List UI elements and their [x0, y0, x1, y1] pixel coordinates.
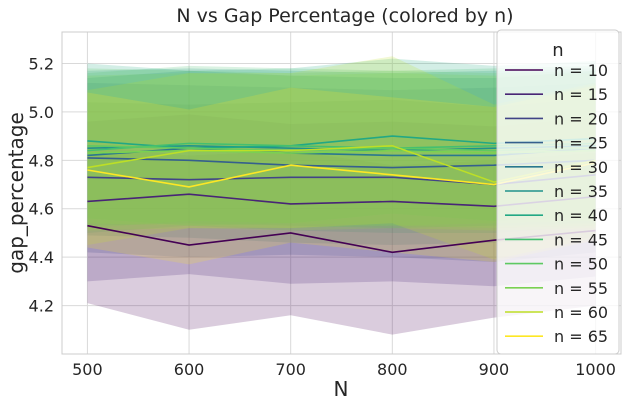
legend-label: n = 55	[554, 279, 608, 298]
legend-box	[496, 29, 620, 355]
x-tick-labels: 500 600 700 800 900 1000	[72, 360, 616, 379]
confidence-band	[87, 58, 596, 226]
x-axis-label: N	[334, 377, 349, 401]
legend-label: n = 15	[554, 85, 608, 104]
y-tick-label: 4.2	[29, 297, 54, 316]
x-tick-label: 500	[72, 360, 103, 379]
confidence-band	[87, 97, 596, 262]
x-tick-label: 800	[377, 360, 408, 379]
y-tick-label: 4.6	[29, 200, 54, 219]
legend-title: n	[552, 40, 563, 61]
y-tick-label: 5.0	[29, 103, 54, 122]
legend-label: n = 60	[554, 303, 608, 322]
plot-frame	[61, 31, 622, 355]
legend-label: n = 10	[554, 61, 608, 80]
legend-label: n = 45	[554, 230, 608, 249]
x-tick-label: 600	[174, 360, 205, 379]
legend-label: n = 30	[554, 158, 608, 177]
y-axis-label: gap_percentage	[4, 112, 28, 274]
legend: n n = 10n = 15n = 20n = 25n = 30n = 35n …	[496, 29, 620, 355]
legend-items: n = 10 n = 15 n = 20 n = 25 n = 30 n = 35 n = …	[505, 61, 608, 346]
legend-label: n = 25	[554, 134, 608, 153]
x-tick-label: 700	[275, 360, 306, 379]
x-tick-label: 900	[479, 360, 510, 379]
confidence-band	[87, 56, 596, 260]
y-tick-label: 4.4	[29, 248, 54, 267]
confidence-band	[87, 85, 596, 265]
y-tick-labels: 4.2 4.4 4.6 4.8 5.0 5.2	[29, 54, 54, 315]
legend-label: n = 20	[554, 109, 608, 128]
legend-label: n = 35	[554, 182, 608, 201]
legend-label: n = 50	[554, 255, 608, 274]
y-tick-label: 4.8	[29, 151, 54, 170]
x-tick-label: 1000	[575, 360, 616, 379]
legend-label: n = 65	[554, 327, 608, 346]
confidence-band	[87, 145, 596, 335]
legend-label: n = 40	[554, 206, 608, 225]
chart-title: N vs Gap Percentage (colored by n)	[176, 5, 513, 27]
y-tick-label: 5.2	[29, 54, 54, 73]
